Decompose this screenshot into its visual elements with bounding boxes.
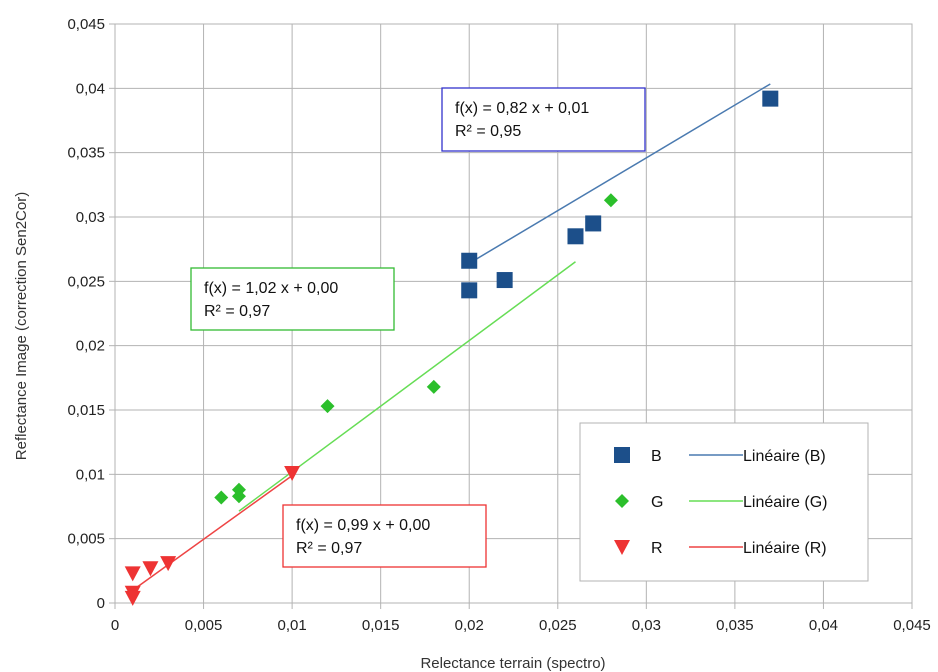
y-tick-label: 0,005 xyxy=(67,531,105,548)
x-tick-label: 0,035 xyxy=(716,617,754,634)
x-tick-label: 0,005 xyxy=(185,617,223,634)
point-b xyxy=(461,252,478,269)
legend-marker-g xyxy=(615,494,629,508)
x-tick-label: 0,015 xyxy=(362,617,400,634)
x-tick-label: 0,03 xyxy=(632,617,661,634)
y-tick-label: 0,035 xyxy=(67,145,105,162)
data-points xyxy=(124,90,779,606)
equation-box-border xyxy=(441,87,646,152)
legend-label-b: B xyxy=(651,448,662,465)
x-tick-label: 0,025 xyxy=(539,617,577,634)
x-tick-label: 0,045 xyxy=(893,617,931,634)
y-tick-label: 0,025 xyxy=(67,273,105,290)
y-tick-label: 0,03 xyxy=(76,209,105,226)
legend-label-g: G xyxy=(651,494,663,511)
point-b xyxy=(762,90,779,107)
point-r xyxy=(142,561,159,577)
equation-text: f(x) = 0,99 x + 0,00 xyxy=(296,517,430,534)
equation-text: f(x) = 1,02 x + 0,00 xyxy=(204,280,338,297)
legend-trend-label-b: Linéaire (B) xyxy=(743,448,826,465)
point-b xyxy=(567,228,584,245)
point-g xyxy=(603,193,618,208)
point-g xyxy=(426,379,441,394)
y-tick-label: 0,045 xyxy=(67,16,105,33)
point-b xyxy=(585,215,602,232)
legend-marker-r xyxy=(614,540,630,555)
legend-label-r: R xyxy=(651,540,663,557)
legend: B Linéaire (B) G Linéaire (G) R Linéaire (R) xyxy=(579,422,869,582)
x-tick-label: 0,04 xyxy=(809,617,838,634)
y-tick-label: 0,015 xyxy=(67,402,105,419)
y-tick-labels: 0 0,005 0,01 0,015 0,02 0,025 0,03 0,035 0,04 0,0… xyxy=(67,16,105,612)
trendline-r xyxy=(132,475,293,591)
equation-text: f(x) = 0,82 x + 0,01 xyxy=(455,100,589,117)
legend-marker-b xyxy=(614,447,630,463)
point-b xyxy=(461,282,478,299)
legend-trend-label-g: Linéaire (G) xyxy=(743,494,827,511)
y-tick-label: 0,01 xyxy=(76,466,105,483)
point-g xyxy=(320,399,335,414)
point-r xyxy=(284,466,301,482)
y-tick-label: 0 xyxy=(97,595,105,612)
point-r xyxy=(124,566,141,582)
equation-box-g: f(x) = 1,02 x + 0,00 R² = 0,97 xyxy=(190,267,395,331)
point-b xyxy=(496,272,513,289)
point-g xyxy=(231,482,246,497)
equation-box-border xyxy=(282,504,487,568)
x-tick-label: 0 xyxy=(111,617,119,634)
y-tick-label: 0,04 xyxy=(76,80,105,97)
legend-trend-label-r: Linéaire (R) xyxy=(743,540,827,557)
point-g xyxy=(214,490,229,505)
x-tick-label: 0,02 xyxy=(455,617,484,634)
r2-text: R² = 0,97 xyxy=(204,303,270,320)
x-tick-label: 0,01 xyxy=(278,617,307,634)
trendline-b xyxy=(468,83,771,264)
point-r xyxy=(160,556,177,572)
r2-text: R² = 0,97 xyxy=(296,540,362,557)
x-axis-title: Relectance terrain (spectro) xyxy=(420,655,605,672)
equation-box-r: f(x) = 0,99 x + 0,00 R² = 0,97 xyxy=(282,504,487,568)
r2-text: R² = 0,95 xyxy=(455,123,521,140)
y-tick-label: 0,02 xyxy=(76,338,105,355)
equation-box-border xyxy=(190,267,395,331)
equation-boxes: f(x) = 0,82 x + 0,01 R² = 0,95 f(x) = 1,02… xyxy=(190,87,646,568)
equation-box-b: f(x) = 0,82 x + 0,01 R² = 0,95 xyxy=(441,87,646,152)
x-tick-labels: 0 0,005 0,01 0,015 0,02 0,025 0,03 0,035 0,04 0,0… xyxy=(111,617,931,634)
y-axis-title: Reflectance Image (correction Sen2Cor) xyxy=(13,192,30,460)
point-r xyxy=(124,590,141,606)
